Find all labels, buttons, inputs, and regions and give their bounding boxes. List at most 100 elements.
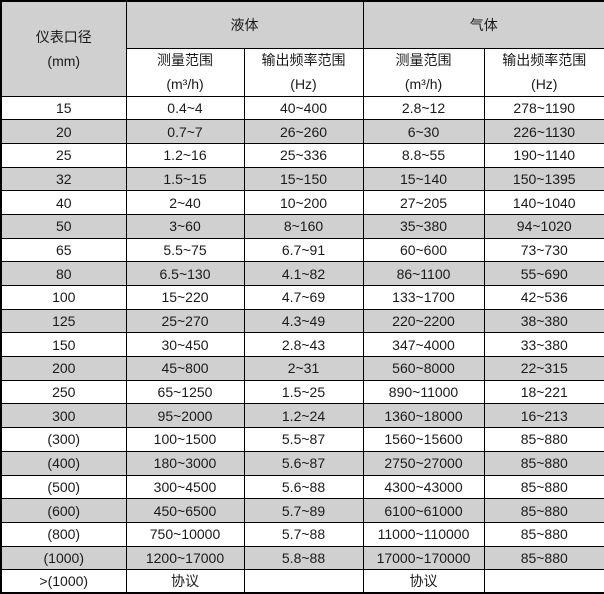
cell-gas-measure: 347~4000 [362,332,485,358]
cell-gas-measure: 35~380 [362,213,485,239]
cell-gas-freq: 140~1040 [483,190,604,215]
cell-liquid-freq: 4.7~69 [243,285,364,310]
cell-diameter: 100 [0,285,127,310]
header-liquid-measure-unit: (m³/h) [166,76,204,92]
table-row: 100 15~220 4.7~69 133~1700 42~536 [0,285,604,310]
header-liquid-measure: 测量范围 (m³/h) [125,47,245,97]
table-row: 50 3~60 8~160 35~380 94~1020 [0,213,604,239]
cell-liquid-measure: 1200~17000 [125,545,245,571]
cell-gas-freq: 85~880 [483,521,604,547]
table-row: 200 45~800 2~31 560~8000 22~315 [0,356,604,381]
header-diameter-unit: (mm) [47,52,81,69]
table-row: 15 0.4~4 40~400 2.8~12 278~1190 [0,95,604,121]
header-gas-freq-label: 输出频率范围 [502,52,587,68]
cell-diameter: 50 [0,213,127,239]
cell-liquid-freq: 2.8~43 [243,332,364,358]
cell-liquid-freq: 15~150 [243,166,364,192]
table-row: 250 65~1250 1.5~25 890~11000 18~221 [0,379,604,405]
cell-gas-measure: 4300~43000 [362,474,485,500]
header-sub-row: 测量范围 (m³/h) 输出频率范围 (Hz) 测量范围 (m³/h) 输出频率… [1,47,604,97]
cell-diameter: 125 [0,308,127,334]
table-row: 25 1.2~16 25~336 8.8~55 190~1140 [0,142,604,168]
cell-gas-measure: 27~205 [362,190,485,215]
cell-gas-measure: 60~600 [362,237,485,263]
table-row: 65 5.5~75 6.7~91 60~600 73~730 [0,237,604,263]
cell-liquid-freq: 1.2~24 [243,403,364,429]
header-gas-freq-unit: (Hz) [531,76,558,92]
cell-gas-freq: 85~880 [483,450,604,476]
cell-liquid-freq: 5.5~87 [243,427,364,452]
cell-liquid-measure: 300~4500 [125,474,245,500]
header-group-gas: 气体 [362,0,604,49]
header-liquid-freq-unit: (Hz) [290,76,317,92]
cell-gas-freq: 278~1190 [483,95,604,121]
cell-liquid-freq: 2~31 [243,356,364,381]
cell-liquid-freq: 25~336 [243,142,364,168]
cell-gas-measure: 6~30 [362,119,485,144]
cell-liquid-measure: 30~450 [125,332,245,358]
cell-gas-measure: 560~8000 [362,356,485,381]
cell-gas-measure: 133~1700 [362,285,485,310]
cell-diameter: 20 [0,119,127,144]
cell-gas-freq: 226~1130 [483,119,604,144]
cell-gas-measure: 1360~18000 [362,403,485,429]
cell-liquid-measure: 6.5~130 [125,261,245,286]
cell-liquid-freq: 5.7~88 [243,521,364,547]
cell-gas-measure: 220~2200 [362,308,485,334]
cell-liquid-measure: 95~2000 [125,403,245,429]
header-gas-measure-unit: (m³/h) [404,76,443,92]
cell-gas-measure: 15~140 [362,166,485,192]
cell-diameter: 200 [0,356,127,381]
table-row: 150 30~450 2.8~43 347~4000 33~380 [0,332,604,358]
cell-liquid-measure: 65~1250 [125,379,245,405]
cell-liquid-measure: 协议 [125,569,245,594]
cell-gas-freq: 85~880 [483,498,604,523]
cell-gas-freq: 94~1020 [483,213,604,239]
cell-gas-freq: 150~1395 [483,166,604,192]
header-liquid-freq: 输出频率范围 (Hz) [243,47,364,97]
table-row: (300) 100~1500 5.5~87 1560~15600 85~880 [0,427,604,452]
header-gas-freq: 输出频率范围 (Hz) [483,47,604,97]
cell-liquid-freq: 6.7~91 [243,237,364,263]
cell-liquid-freq [243,569,364,594]
cell-liquid-measure: 0.7~7 [125,119,245,144]
cell-gas-measure: 6100~61000 [362,498,485,523]
cell-gas-freq: 85~880 [483,474,604,500]
header-diameter: 仪表口径 (mm) [0,0,127,97]
cell-gas-measure: 1560~15600 [362,427,485,452]
cell-gas-freq: 85~880 [483,545,604,571]
cell-liquid-measure: 180~3000 [125,450,245,476]
table-row: (800) 750~10000 5.7~88 11000~110000 85~880 [0,521,604,547]
cell-gas-freq: 42~536 [483,285,604,310]
cell-liquid-freq: 8~160 [243,213,364,239]
cell-diameter: 65 [0,237,127,263]
table-header: 仪表口径 (mm) 液体 气体 测量范围 (m³/h) 输出频率范围 (Hz) … [0,0,604,97]
cell-gas-measure: 86~1100 [362,261,485,286]
cell-gas-measure: 协议 [362,569,485,594]
cell-gas-measure: 8.8~55 [362,142,485,168]
cell-diameter: (800) [0,521,127,547]
table-row: 125 25~270 4.3~49 220~2200 38~380 [0,308,604,334]
cell-liquid-measure: 0.4~4 [125,95,245,121]
cell-liquid-measure: 5.5~75 [125,237,245,263]
cell-diameter: 150 [0,332,127,358]
cell-diameter: 300 [0,403,127,429]
cell-liquid-freq: 5.6~87 [243,450,364,476]
table-row: 20 0.7~7 26~260 6~30 226~1130 [0,119,604,144]
table-row: (600) 450~6500 5.7~89 6100~61000 85~880 [0,498,604,523]
header-gas-measure-label: 测量范围 [395,52,452,68]
cell-gas-freq: 16~213 [483,403,604,429]
cell-gas-measure: 11000~110000 [362,521,485,547]
cell-liquid-measure: 3~60 [125,213,245,239]
cell-diameter: 25 [0,142,127,168]
cell-diameter: 15 [0,95,127,121]
table-row: (500) 300~4500 5.6~88 4300~43000 85~880 [0,474,604,500]
cell-liquid-measure: 1.2~16 [125,142,245,168]
cell-liquid-freq: 5.8~88 [243,545,364,571]
cell-gas-freq: 55~690 [483,261,604,286]
cell-gas-freq: 85~880 [483,427,604,452]
table-row: 80 6.5~130 4.1~82 86~1100 55~690 [0,261,604,286]
cell-gas-measure: 890~11000 [362,379,485,405]
cell-diameter: 32 [0,166,127,192]
